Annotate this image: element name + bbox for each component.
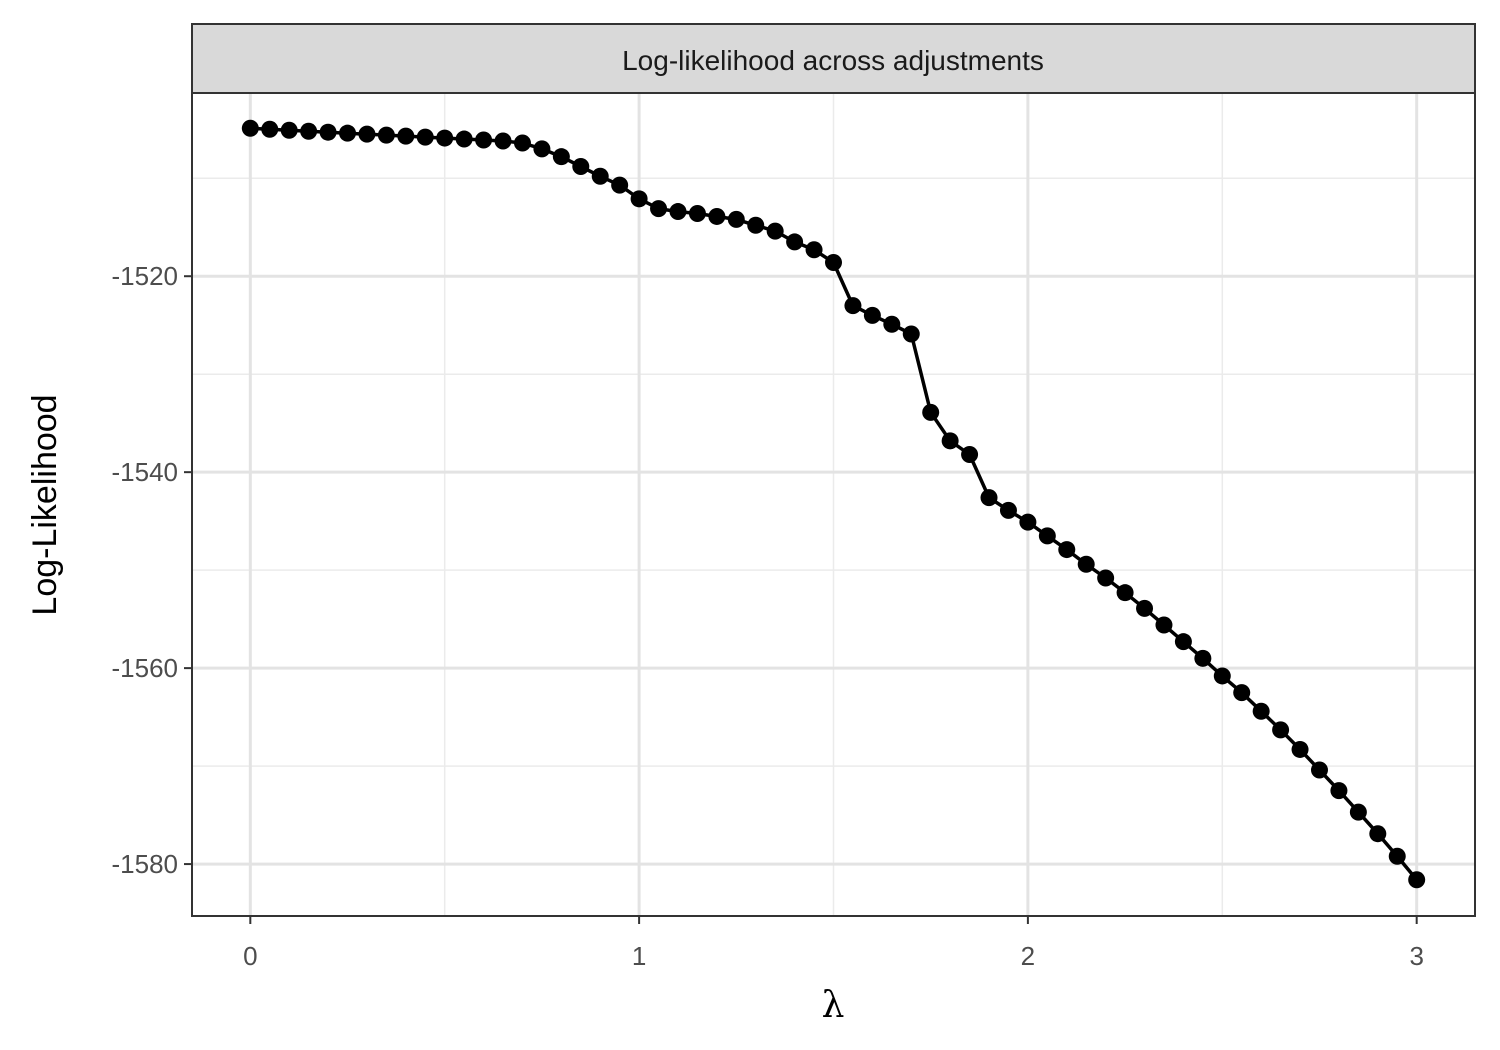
data-point — [377, 126, 395, 144]
data-point — [941, 432, 959, 450]
data-point — [999, 501, 1017, 519]
data-point — [1194, 649, 1212, 667]
series-layer — [241, 119, 1426, 889]
data-point — [552, 148, 570, 166]
data-point — [1369, 825, 1387, 843]
data-point — [572, 157, 590, 175]
data-point — [1330, 782, 1348, 800]
x-axis: 0 1 2 3 — [243, 916, 1424, 971]
data-point — [883, 315, 901, 333]
data-point — [747, 216, 765, 234]
data-point — [786, 233, 804, 251]
grid — [192, 93, 1475, 916]
data-point — [1388, 847, 1406, 865]
data-point — [980, 489, 998, 507]
data-point — [1310, 761, 1328, 779]
y-tick-label: -1540 — [112, 457, 179, 487]
data-point — [358, 125, 376, 143]
data-point — [1155, 616, 1173, 634]
data-point — [300, 122, 318, 140]
data-point — [591, 167, 609, 185]
data-point — [1038, 527, 1056, 545]
data-point — [727, 210, 745, 228]
x-tick-label: 2 — [1021, 941, 1035, 971]
data-point — [825, 253, 842, 271]
data-point — [533, 140, 551, 158]
data-point — [630, 190, 648, 208]
data-point — [339, 124, 357, 142]
data-point — [241, 119, 259, 137]
x-tick-label: 1 — [632, 941, 646, 971]
data-point — [844, 297, 862, 315]
data-point — [475, 131, 493, 149]
data-point — [863, 306, 881, 324]
data-point — [805, 241, 823, 259]
data-point — [494, 132, 512, 150]
data-point — [1408, 871, 1426, 889]
data-point — [1272, 721, 1290, 739]
data-point — [280, 121, 298, 139]
data-point — [1097, 569, 1115, 587]
data-point — [1233, 684, 1251, 702]
chart-title: Log-likelihood across adjustments — [622, 45, 1044, 76]
data-point — [1349, 803, 1367, 821]
data-point — [397, 127, 415, 145]
data-point — [1252, 702, 1270, 720]
data-point — [1019, 513, 1037, 531]
y-tick-label: -1560 — [112, 653, 179, 683]
y-axis: -1520 -1540 -1560 -1580 — [112, 261, 192, 879]
data-point — [513, 134, 531, 152]
x-axis-title: λ — [822, 985, 845, 1026]
data-point — [261, 120, 279, 138]
x-tick-label: 3 — [1409, 941, 1423, 971]
facet-strip — [191, 23, 1476, 94]
data-point — [902, 325, 920, 343]
y-tick-label: -1580 — [112, 849, 179, 879]
data-point — [1136, 599, 1154, 617]
data-point — [1291, 740, 1309, 758]
x-tick-label: 0 — [243, 941, 257, 971]
data-point — [708, 207, 726, 225]
data-point — [1058, 541, 1076, 559]
data-point — [1116, 584, 1134, 602]
data-point — [766, 222, 784, 240]
data-point — [436, 129, 454, 147]
data-point — [1213, 667, 1231, 685]
y-tick-label: -1520 — [112, 261, 179, 291]
data-point — [611, 176, 629, 194]
data-point — [961, 446, 979, 464]
data-point — [688, 205, 706, 223]
data-point — [1174, 633, 1192, 651]
data-point — [455, 130, 473, 148]
y-axis-title: Log-Likelihood — [26, 394, 64, 615]
data-point — [669, 203, 687, 221]
plot-border — [191, 92, 1476, 917]
data-point — [319, 123, 337, 141]
data-point — [416, 128, 434, 146]
data-point — [1077, 555, 1095, 573]
data-point — [922, 403, 940, 421]
data-point — [650, 200, 668, 218]
